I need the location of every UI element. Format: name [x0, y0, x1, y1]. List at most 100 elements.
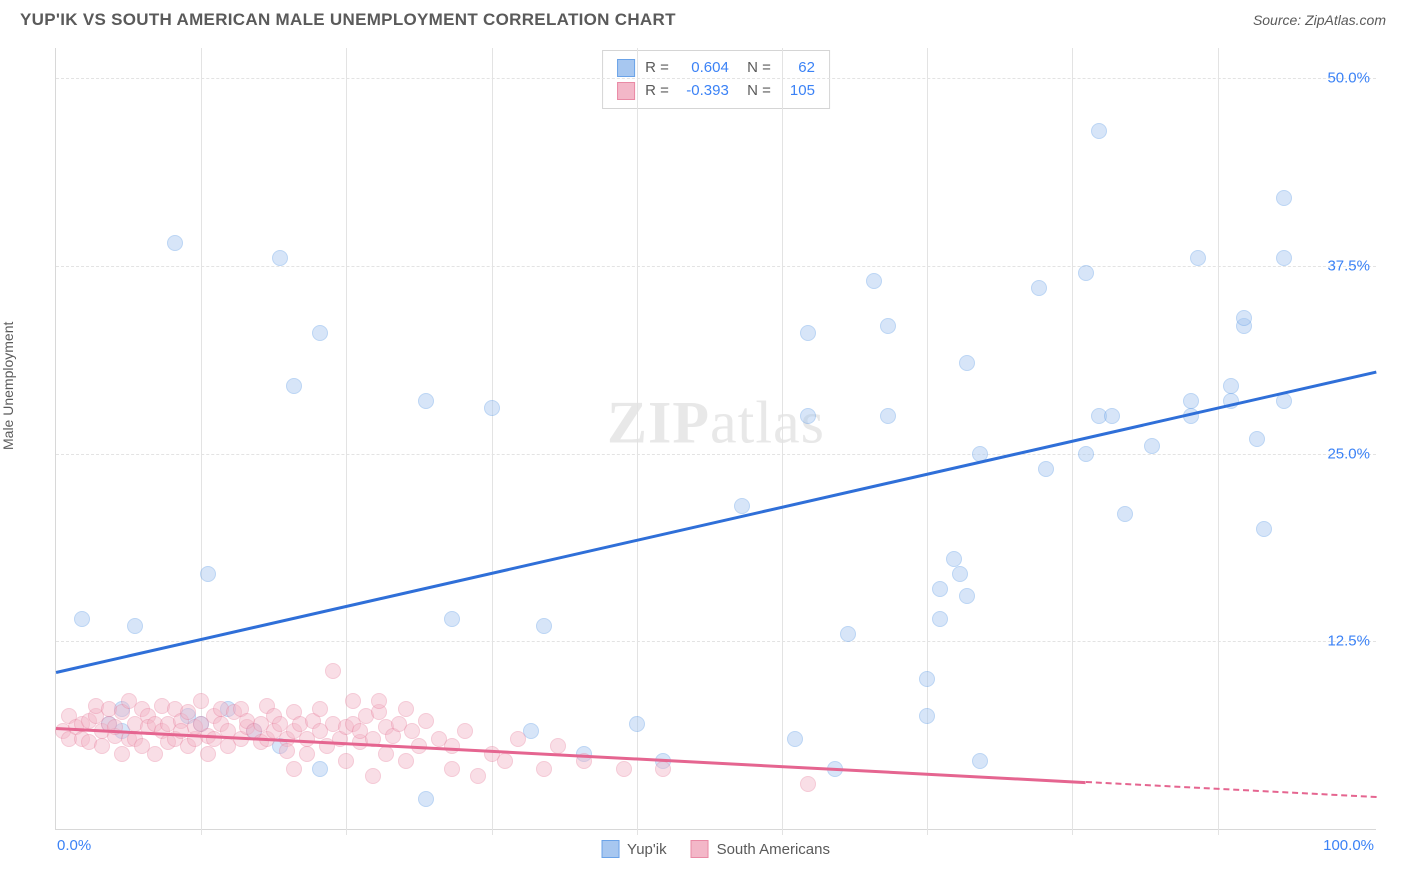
scatter-point [1249, 431, 1265, 447]
scatter-point [279, 743, 295, 759]
scatter-point [286, 378, 302, 394]
y-axis-label: Male Unemployment [0, 322, 16, 450]
scatter-point [1038, 461, 1054, 477]
scatter-point [74, 611, 90, 627]
trend-line [56, 371, 1377, 674]
scatter-point [193, 693, 209, 709]
legend-label: South Americans [717, 841, 830, 858]
watermark: ZIPatlas [607, 388, 825, 457]
legend-swatch [617, 59, 635, 77]
legend-label: Yup'ik [627, 841, 667, 858]
stat-r-value: 0.604 [679, 57, 729, 80]
scatter-point [1091, 123, 1107, 139]
stat-n-label: N = [739, 57, 771, 80]
scatter-point [959, 588, 975, 604]
scatter-point [497, 753, 513, 769]
chart-container: ZIPatlas R =0.604 N =62R =-0.393 N =105 … [45, 38, 1386, 858]
gridline-horizontal [56, 454, 1376, 455]
stat-n-value: 105 [781, 80, 815, 103]
scatter-point [972, 753, 988, 769]
x-axis-max-label: 100.0% [1323, 837, 1374, 854]
legend-item: South Americans [691, 840, 830, 858]
legend-swatch [617, 82, 635, 100]
gridline-horizontal [56, 78, 1376, 79]
stats-row: R = -0.393 N = 105 [617, 80, 815, 103]
scatter-point [167, 235, 183, 251]
scatter-point [536, 761, 552, 777]
scatter-point [418, 393, 434, 409]
scatter-point [484, 400, 500, 416]
scatter-point [1236, 310, 1252, 326]
scatter-point [1078, 265, 1094, 281]
scatter-point [932, 581, 948, 597]
y-tick-label: 12.5% [1327, 633, 1370, 650]
gridline-vertical [782, 48, 783, 835]
scatter-point [1031, 280, 1047, 296]
scatter-point [880, 408, 896, 424]
stat-r-value: -0.393 [679, 80, 729, 103]
scatter-point [200, 746, 216, 762]
scatter-point [345, 693, 361, 709]
scatter-point [444, 611, 460, 627]
stat-r-label: R = [645, 80, 669, 103]
series-legend: Yup'ik South Americans [601, 840, 830, 858]
scatter-point [1190, 250, 1206, 266]
scatter-point [880, 318, 896, 334]
scatter-point [866, 273, 882, 289]
gridline-horizontal [56, 266, 1376, 267]
source-attribution: Source: ZipAtlas.com [1253, 12, 1386, 28]
y-tick-label: 25.0% [1327, 445, 1370, 462]
scatter-point [1256, 521, 1272, 537]
scatter-point [444, 738, 460, 754]
watermark-bold: ZIP [607, 389, 710, 455]
scatter-point [919, 671, 935, 687]
scatter-point [800, 408, 816, 424]
scatter-point [325, 663, 341, 679]
scatter-point [952, 566, 968, 582]
scatter-point [404, 723, 420, 739]
scatter-point [1276, 190, 1292, 206]
stats-row: R = 0.604 N = 62 [617, 57, 815, 80]
scatter-point [1117, 506, 1133, 522]
scatter-point [787, 731, 803, 747]
scatter-point [371, 693, 387, 709]
x-axis-min-label: 0.0% [57, 837, 91, 854]
source-prefix: Source: [1253, 12, 1305, 28]
scatter-point [114, 746, 130, 762]
scatter-point [510, 731, 526, 747]
scatter-point [398, 701, 414, 717]
y-tick-label: 50.0% [1327, 70, 1370, 87]
scatter-point [338, 753, 354, 769]
scatter-point [550, 738, 566, 754]
scatter-point [1276, 250, 1292, 266]
scatter-point [200, 566, 216, 582]
scatter-point [312, 701, 328, 717]
scatter-point [444, 761, 460, 777]
scatter-point [800, 776, 816, 792]
scatter-point [127, 618, 143, 634]
scatter-point [147, 746, 163, 762]
scatter-point [1183, 393, 1199, 409]
scatter-point [616, 761, 632, 777]
y-tick-label: 37.5% [1327, 257, 1370, 274]
scatter-point [629, 716, 645, 732]
gridline-horizontal [56, 641, 1376, 642]
stat-n-value: 62 [781, 57, 815, 80]
scatter-point [840, 626, 856, 642]
scatter-point [536, 618, 552, 634]
scatter-point [655, 761, 671, 777]
gridline-vertical [1218, 48, 1219, 835]
scatter-point [312, 325, 328, 341]
scatter-point [378, 746, 394, 762]
scatter-point [299, 746, 315, 762]
gridline-vertical [492, 48, 493, 835]
chart-header: YUP'IK VS SOUTH AMERICAN MALE UNEMPLOYME… [0, 0, 1406, 38]
stat-r-label: R = [645, 57, 669, 80]
stat-n-label: N = [739, 80, 771, 103]
scatter-point [734, 498, 750, 514]
plot-area: ZIPatlas R =0.604 N =62R =-0.393 N =105 … [55, 48, 1376, 830]
legend-swatch [691, 840, 709, 858]
scatter-point [398, 753, 414, 769]
scatter-point [1144, 438, 1160, 454]
scatter-point [418, 713, 434, 729]
